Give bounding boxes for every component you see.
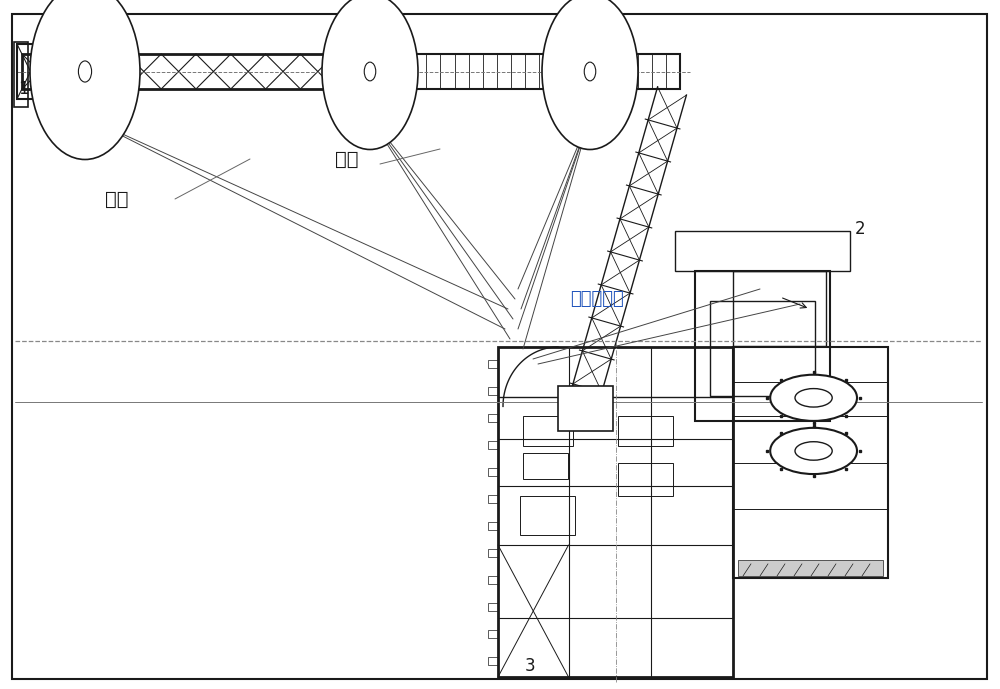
Bar [488,575,498,584]
Text: 舶缩: 舶缩 [105,189,128,209]
Text: 船尾的倒缩: 船尾的倒缩 [570,290,624,308]
Bar [523,453,568,479]
Ellipse shape [584,62,596,81]
Bar [488,413,498,422]
Ellipse shape [795,442,832,460]
Bar [520,495,575,535]
Bar [618,416,673,446]
Bar [488,630,498,637]
Bar [488,657,498,664]
Ellipse shape [78,61,92,82]
Bar [14,42,28,107]
Ellipse shape [770,428,857,474]
Bar [581,105,599,117]
Text: 1: 1 [18,80,29,98]
Bar [17,44,44,99]
Bar [523,416,573,446]
Bar [361,105,379,117]
Ellipse shape [542,0,638,150]
Ellipse shape [364,62,376,81]
Bar [695,271,830,421]
Bar [22,54,370,89]
Bar [370,54,680,89]
Ellipse shape [770,375,857,421]
Bar [738,560,883,576]
Bar [710,301,815,396]
Text: 横缩: 横缩 [335,150,358,169]
Bar [488,548,498,557]
Bar [733,347,888,578]
Bar [675,231,850,271]
Bar [733,271,826,346]
Ellipse shape [30,0,140,159]
Bar [76,105,94,117]
Text: 3: 3 [525,657,535,675]
Ellipse shape [795,389,832,407]
Bar [498,347,733,677]
Bar [488,522,498,530]
Bar [488,360,498,367]
Bar [558,386,613,431]
Bar [488,495,498,502]
Ellipse shape [322,0,418,150]
Bar [488,440,498,449]
Bar [488,468,498,475]
Text: 2: 2 [855,220,866,238]
Bar [618,462,673,495]
Bar [488,387,498,395]
Bar [488,602,498,610]
